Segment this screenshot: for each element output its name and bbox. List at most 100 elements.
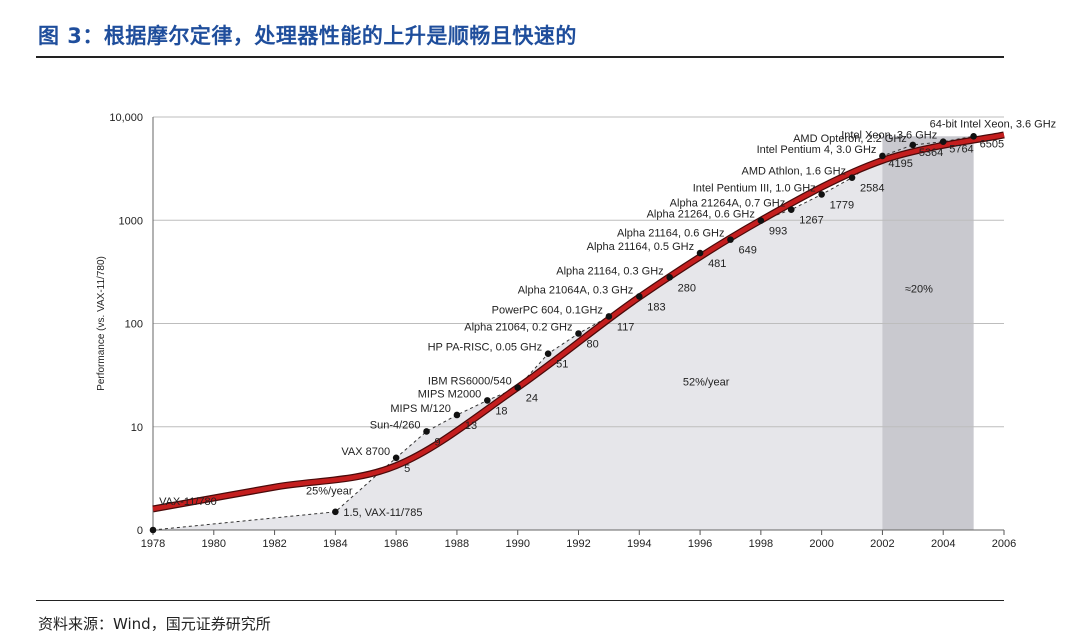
processor-name-label: Intel Xeon, 3.6 GHz <box>841 130 937 142</box>
growth-rate-label: 25%/year <box>306 486 353 498</box>
point-value-label: 6505 <box>980 138 1004 150</box>
data-point <box>757 217 765 224</box>
x-tick-label: 2002 <box>870 538 894 550</box>
performance-area <box>153 136 974 530</box>
growth-rate-label: ≈20% <box>905 283 933 295</box>
data-point <box>727 236 734 243</box>
processor-name-label: Alpha 21064A, 0.3 GHz <box>518 284 634 296</box>
processor-name-label: HP PA-RISC, 0.05 GHz <box>428 342 543 354</box>
chart-axes: 0 10 100 1000 10,000 1978 1980 1982 1984 1986 1988… <box>96 112 1016 550</box>
processor-name-label: IBM RS6000/540 <box>428 375 512 387</box>
chart-shading <box>153 136 974 530</box>
y-tick-label: 0 <box>137 525 143 537</box>
chart-lines <box>152 131 1005 531</box>
chart-marks <box>149 132 977 534</box>
data-point <box>848 174 856 181</box>
point-value-label: 18 <box>495 405 507 417</box>
data-point <box>484 397 491 404</box>
data-point <box>879 152 886 160</box>
data-point <box>575 330 582 337</box>
point-value-label: 13 <box>465 420 477 432</box>
point-value-label: 183 <box>647 301 665 313</box>
processor-name-label: Alpha 21264, 0.6 GHz <box>647 209 755 221</box>
point-value-label: 24 <box>526 392 538 404</box>
x-tick-label: 1988 <box>445 538 469 550</box>
processor-name-label: Intel Pentium 4, 3.0 GHz <box>757 144 877 156</box>
processor-name-label: VAX-11/780 <box>159 496 217 508</box>
x-tick-label: 1982 <box>262 538 286 550</box>
y-tick-label: 10,000 <box>109 112 143 124</box>
processor-name-label: Alpha 21164, 0.5 GHz <box>587 241 694 253</box>
data-point <box>635 293 643 300</box>
processor-name-label: Sun-4/260 <box>370 419 421 431</box>
y-tick-label: 1000 <box>119 215 143 227</box>
x-tick-label: 1994 <box>627 538 651 550</box>
data-point <box>149 526 157 534</box>
point-value-label: 993 <box>769 226 787 238</box>
processor-name-label: Alpha 21164, 0.6 GHz <box>617 228 724 240</box>
x-tick-label: 1990 <box>505 538 529 550</box>
data-point <box>453 411 461 419</box>
data-point <box>544 350 552 357</box>
point-value-label: 4195 <box>888 158 912 170</box>
processor-name-label: Intel Pentium III, 1.0 GHz <box>693 182 816 194</box>
point-value-label: 9 <box>435 436 441 448</box>
processor-name-label: MIPS M/120 <box>390 403 451 415</box>
processor-name-label: Alpha 21164, 0.3 GHz <box>556 265 663 277</box>
chart-labels: VAX-11/780 1.5, VAX-11/785 5 VAX 8700 9 Sun-4… <box>159 118 1056 519</box>
point-value-label: 649 <box>738 245 756 257</box>
data-point <box>423 428 430 435</box>
x-tick-label: 2006 <box>992 538 1016 550</box>
point-value-label: 51 <box>556 359 568 371</box>
point-value-label: 80 <box>587 339 599 351</box>
bottom-rule <box>36 600 1004 601</box>
data-point <box>939 138 947 146</box>
processor-name-label: 64-bit Intel Xeon, 3.6 GHz <box>930 118 1057 130</box>
processor-name-label: MIPS M2000 <box>418 388 482 400</box>
processor-name-label: Alpha 21264A, 0.7 GHz <box>670 198 786 210</box>
data-point <box>909 141 917 149</box>
x-tick-label: 1998 <box>749 538 773 550</box>
point-value-label: 117 <box>617 321 635 333</box>
x-tick-label: 1978 <box>141 538 165 550</box>
processor-name-label: AMD Athlon, 1.6 GHz <box>741 166 846 178</box>
growth-rate-label: 52%/year <box>683 377 730 389</box>
processor-name-label: Alpha 21064, 0.2 GHz <box>464 322 572 334</box>
point-value-label: 280 <box>678 282 696 294</box>
data-point <box>818 191 825 198</box>
point-value-label: 5364 <box>919 147 943 159</box>
x-tick-label: 1996 <box>688 538 712 550</box>
point-value-label: 2584 <box>860 183 884 195</box>
data-point <box>392 454 400 462</box>
data-point <box>514 384 522 391</box>
point-value-label: 5764 <box>949 144 973 156</box>
source-note: 资料来源：Wind，国元证券研究所 <box>38 615 271 633</box>
x-tick-label: 1986 <box>384 538 408 550</box>
data-point <box>787 206 795 213</box>
processor-name-label: PowerPC 604, 0.1GHz <box>492 304 603 316</box>
processor-name-label: VAX 8700 <box>341 446 390 458</box>
data-point <box>605 313 613 320</box>
trend-curve <box>152 132 1005 512</box>
data-point <box>696 249 704 257</box>
data-point <box>970 132 977 140</box>
x-tick-label: 1992 <box>566 538 590 550</box>
figure-title: 图 3：根据摩尔定律，处理器性能的上升是顺畅且快速的 <box>38 24 577 48</box>
point-value-label: 1.5, VAX-11/785 <box>343 507 422 519</box>
x-tick-label: 2000 <box>809 538 833 550</box>
x-tick-label: 1984 <box>323 538 347 550</box>
x-tick-label: 1980 <box>202 538 226 550</box>
y-axis-label: Performance (vs. VAX-11/780) <box>96 256 107 391</box>
processor-name-label: AMD Opteron, 2.2 GHz <box>793 133 907 145</box>
y-tick-label: 100 <box>125 319 143 331</box>
slow-growth-band <box>882 136 974 530</box>
point-value-label: 1779 <box>830 199 854 211</box>
y-tick-label: 10 <box>131 422 143 434</box>
point-value-label: 481 <box>708 258 726 270</box>
point-value-label: 5 <box>404 463 410 475</box>
x-tick-label: 2004 <box>931 538 955 550</box>
point-value-label: 1267 <box>799 215 823 227</box>
top-rule <box>36 56 1004 58</box>
data-point <box>666 274 673 281</box>
